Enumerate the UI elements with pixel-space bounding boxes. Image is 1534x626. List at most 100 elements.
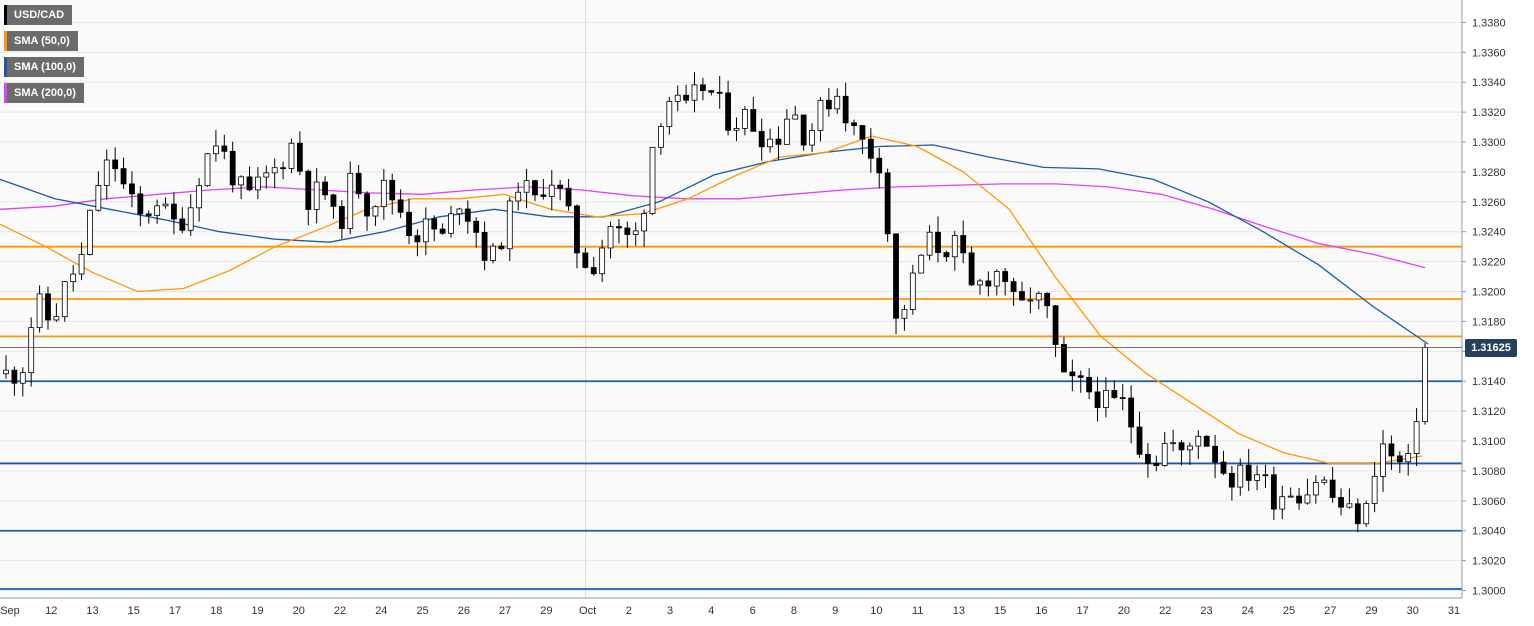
candle-body: [95, 185, 102, 211]
y-tick-label: 1.3360: [1472, 47, 1506, 59]
legend-swatch: [4, 57, 7, 77]
candle-body: [700, 84, 706, 91]
x-tick-label: 6: [750, 605, 756, 617]
candle-body: [103, 159, 110, 186]
candle-body: [171, 203, 177, 220]
candle-body: [616, 226, 622, 229]
candle-body: [1069, 371, 1076, 377]
candle-body: [1388, 443, 1395, 457]
candle-body: [1354, 503, 1361, 525]
candle-body: [1220, 461, 1227, 474]
candle-body: [263, 172, 270, 178]
candle-body: [87, 209, 93, 255]
candle-body: [624, 227, 631, 235]
candle-body: [683, 94, 690, 101]
candle-body: [1380, 443, 1386, 477]
candle-body: [649, 146, 656, 214]
x-tick-label: 24: [375, 605, 387, 617]
x-tick-label: Oct: [579, 605, 596, 617]
candle-body: [187, 207, 194, 231]
candle-body: [1262, 474, 1269, 477]
legend-item-sma50[interactable]: SMA (50,0): [4, 31, 78, 51]
candle-body: [1010, 281, 1017, 293]
candle-body: [1363, 503, 1370, 525]
x-tick-label: 10: [870, 605, 882, 617]
candle-body: [548, 184, 555, 197]
x-tick-label: 23: [1200, 605, 1212, 617]
candle-body: [406, 211, 412, 237]
x-tick-label: 19: [251, 605, 263, 617]
candle-body: [867, 138, 874, 159]
x-tick-label: 29: [540, 605, 552, 617]
current-price-badge: 1.31625: [1465, 338, 1517, 357]
candle-body: [574, 205, 580, 254]
candle-body: [658, 126, 664, 148]
candle-body: [632, 230, 639, 235]
candle-body: [431, 218, 438, 230]
candle-body: [817, 99, 824, 131]
y-axis: 1.3000 1.3020 1.3040 1.3060 1.3080 1.3100 1.31…: [1461, 0, 1506, 598]
candle-body: [859, 125, 866, 140]
candle-body: [1044, 292, 1051, 307]
x-tick-label: 8: [791, 605, 797, 617]
candle-body: [750, 109, 757, 132]
x-tick-label: 16: [1035, 605, 1047, 617]
x-tick-label: 11: [912, 605, 923, 617]
candle-body: [3, 369, 9, 375]
candle-body: [607, 226, 614, 249]
candle-body: [481, 232, 488, 261]
x-tick-label: 22: [334, 605, 346, 617]
candle-body: [1228, 472, 1235, 488]
candle-body: [322, 181, 328, 196]
candle-body: [1111, 390, 1118, 398]
candle-body: [179, 218, 186, 231]
legend-item-usdcad[interactable]: USD/CAD: [4, 5, 73, 25]
candle-body: [926, 231, 933, 256]
x-tick-label: 29: [1365, 605, 1377, 617]
x-tick-label: 15: [128, 605, 140, 617]
candlesticks: [3, 72, 1428, 533]
candle-body: [238, 176, 245, 186]
candle-body: [909, 272, 916, 310]
candle-body: [1304, 494, 1311, 504]
candle-body: [1161, 443, 1168, 466]
candle-body: [951, 235, 958, 258]
candle-body: [1103, 390, 1109, 408]
x-tick-label: 30: [1407, 605, 1419, 617]
x-tick-label: 17: [1077, 605, 1089, 617]
candle-body: [1287, 495, 1294, 498]
y-tick-label: 1.3060: [1472, 496, 1506, 508]
legend-item-sma200[interactable]: SMA (200,0): [4, 83, 84, 103]
candle-body: [229, 150, 236, 186]
legend-item-sma100[interactable]: SMA (100,0): [4, 57, 84, 77]
moving-averages: [0, 135, 1429, 465]
y-tick-label: 1.3280: [1472, 167, 1506, 179]
x-tick-label: 25: [416, 605, 428, 617]
sma50-line: [0, 135, 1423, 465]
legend: USD/CAD SMA (50,0) SMA (100,0) SMA (200,…: [4, 5, 84, 109]
candle-body: [582, 252, 589, 268]
candle-body: [876, 157, 883, 174]
x-tick-label: 4: [708, 605, 714, 617]
legend-swatch: [4, 31, 7, 51]
y-tick-label: 1.3200: [1472, 287, 1506, 299]
x-tick-label: 31: [1448, 605, 1460, 617]
candle-body: [129, 183, 135, 195]
candle-body: [422, 218, 429, 243]
candle-body: [1245, 464, 1252, 481]
x-tick-label: 15: [994, 605, 1006, 617]
candle-body: [968, 252, 975, 286]
y-tick-label: 1.3100: [1472, 436, 1506, 448]
candle-body: [506, 200, 513, 250]
candle-body: [532, 180, 538, 196]
candle-body: [1019, 291, 1025, 301]
candle-body: [775, 138, 782, 145]
candle-body: [473, 220, 480, 233]
y-tick-label: 1.3220: [1472, 257, 1506, 269]
y-tick-label: 1.3260: [1472, 197, 1506, 209]
x-tick-label: 27: [499, 605, 511, 617]
candle-body: [1212, 445, 1218, 463]
candle-body: [1254, 474, 1260, 481]
candle-body: [1312, 481, 1319, 496]
